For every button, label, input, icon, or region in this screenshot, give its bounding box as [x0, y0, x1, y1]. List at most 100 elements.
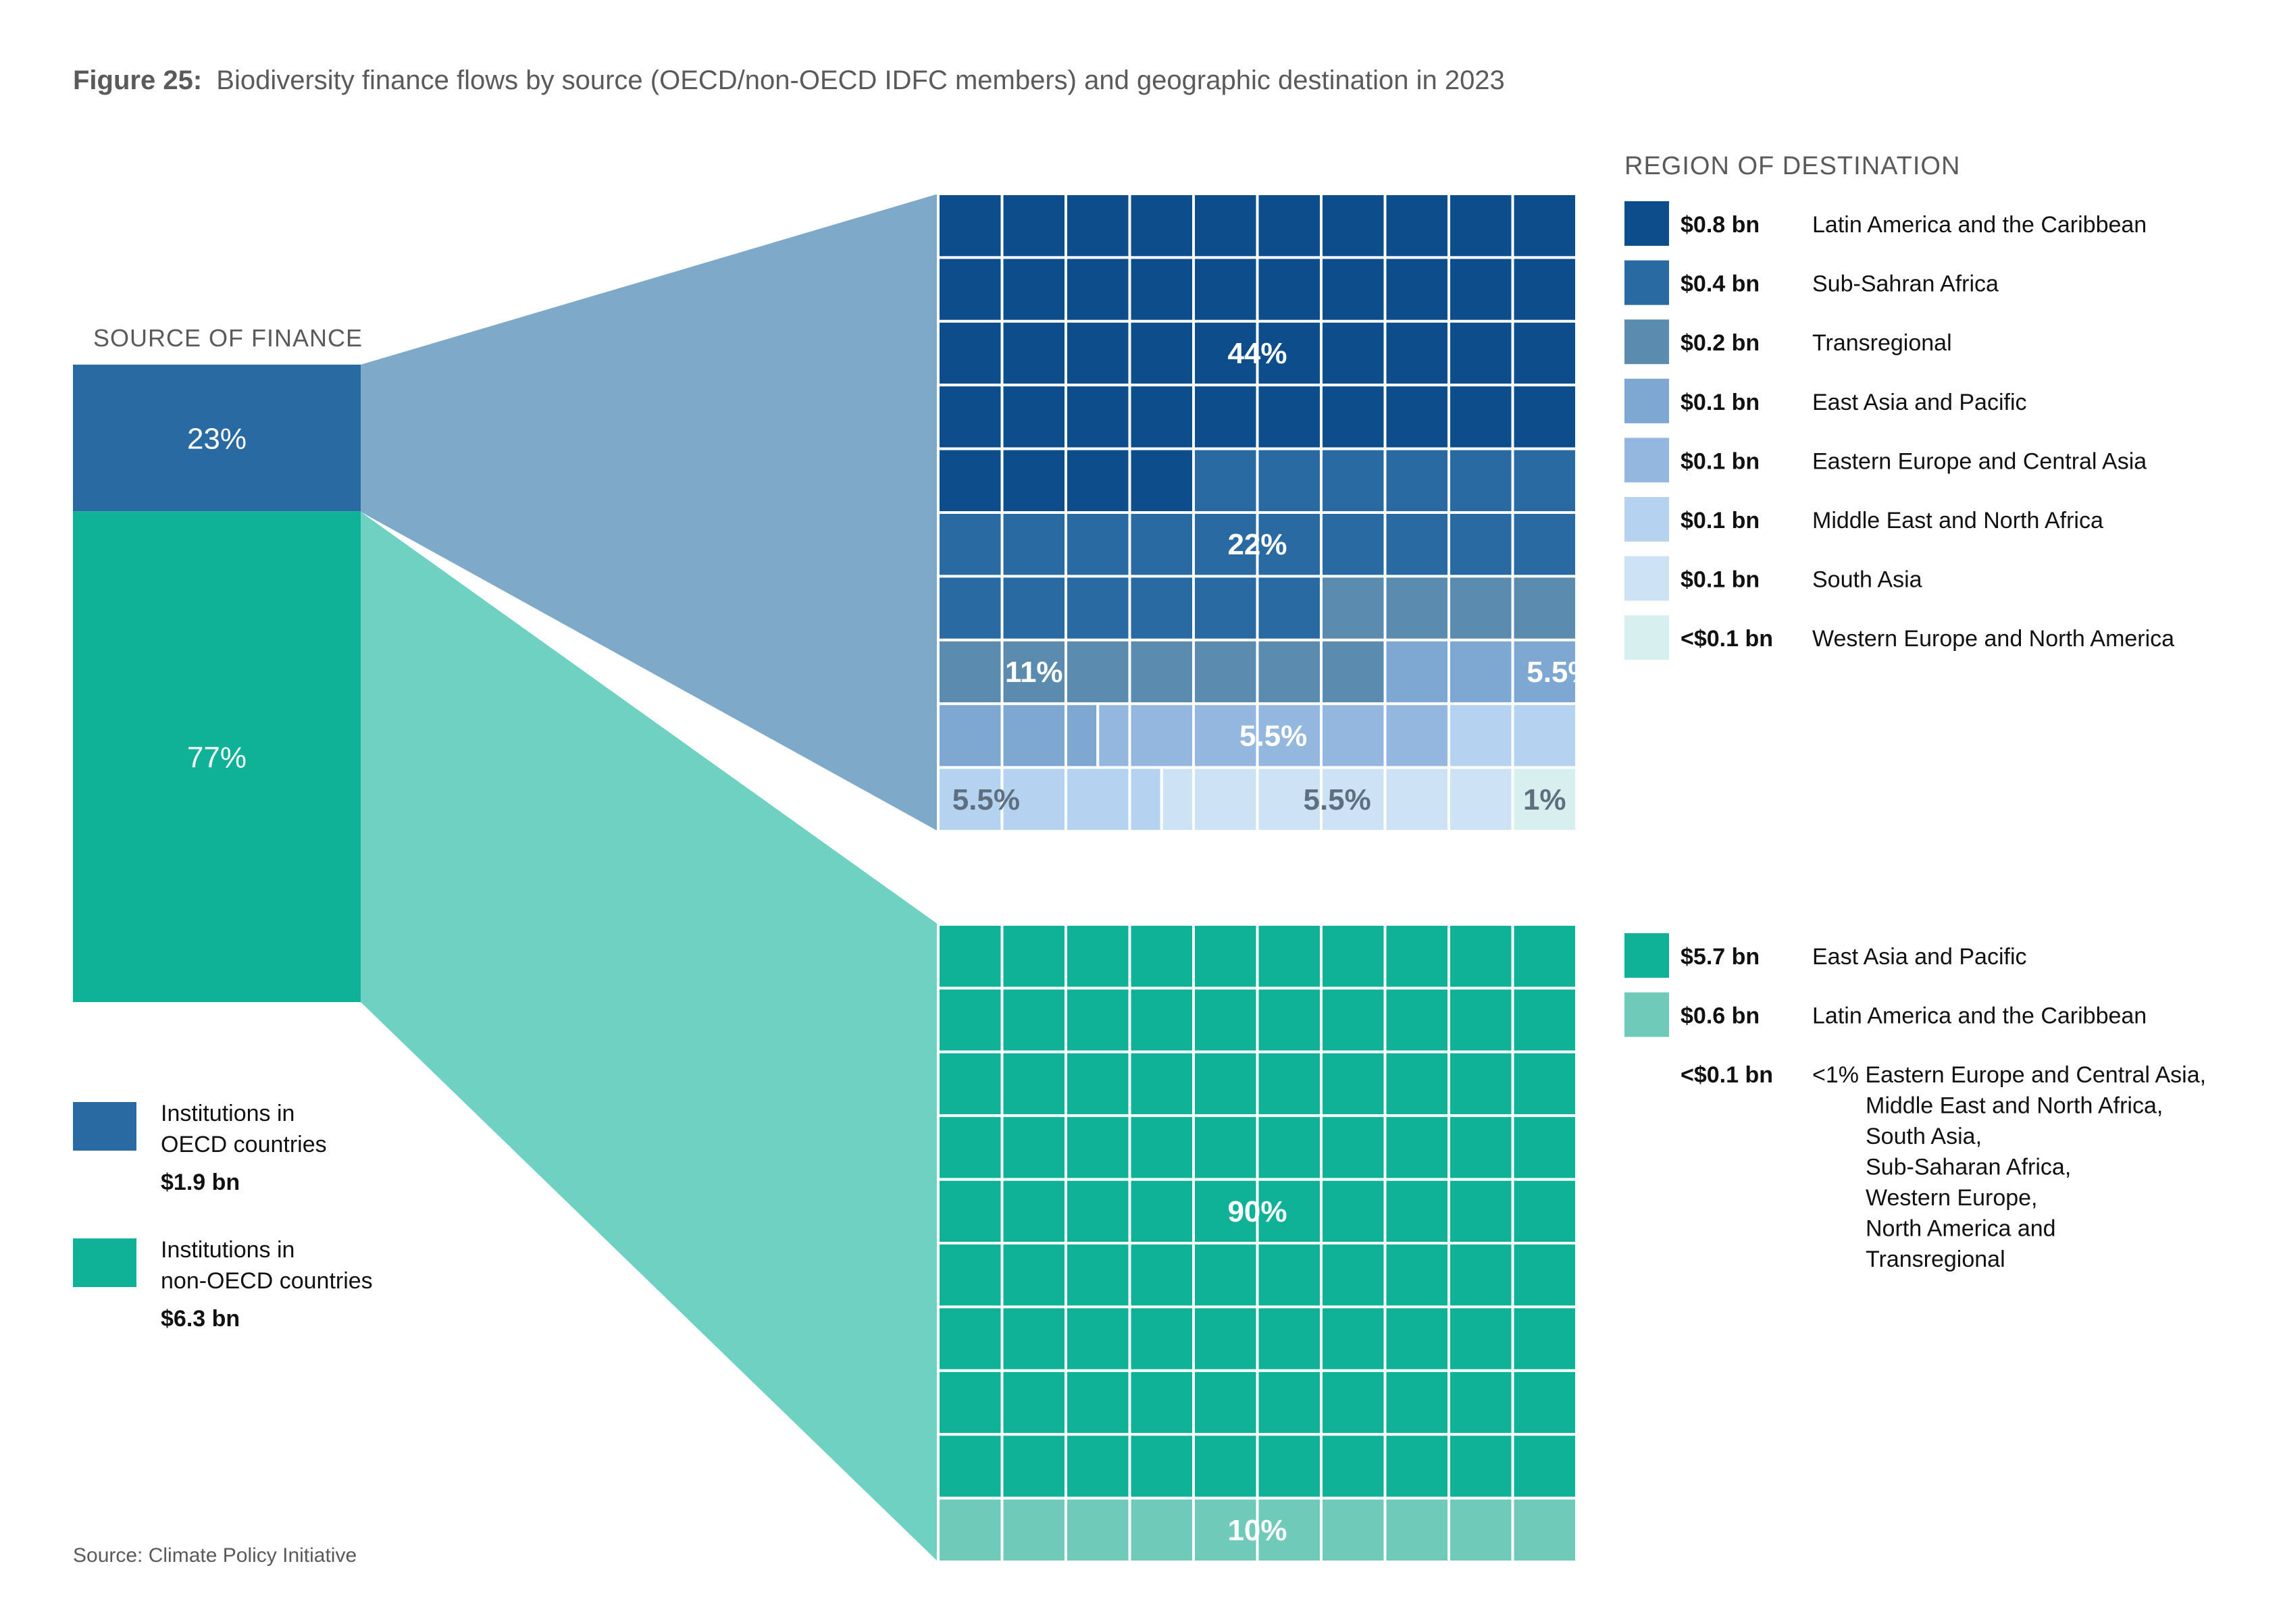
source-segment-label: 77%	[187, 741, 247, 775]
waffle-cell	[1192, 923, 1259, 990]
waffle-cell	[1128, 1114, 1195, 1181]
waffle-cell	[1383, 1433, 1450, 1500]
waffle-cell	[1447, 1114, 1514, 1181]
waffle-cell	[1320, 511, 1387, 578]
source-segment	[73, 365, 361, 512]
legend-amount: $5.7 bn	[1681, 944, 1760, 970]
waffle-cell	[1256, 1433, 1323, 1500]
waffle-cell	[1447, 575, 1514, 641]
waffle-cell	[1320, 766, 1387, 833]
waffle-cell	[1128, 702, 1195, 769]
waffle-cell	[1065, 1178, 1131, 1245]
waffle-cell	[1320, 638, 1387, 706]
waffle-label: 22%	[1227, 528, 1287, 561]
legend-swatch	[1624, 438, 1669, 483]
waffle-cell	[1065, 384, 1131, 450]
source-legend-value: $1.9 bn	[161, 1170, 240, 1195]
waffle-cell	[1000, 384, 1067, 450]
legend-swatch	[1624, 378, 1669, 423]
waffle-cell	[1511, 192, 1578, 259]
oecd-funnel	[361, 194, 938, 831]
waffle-cell	[1000, 1496, 1067, 1564]
waffle-cell	[1256, 384, 1323, 450]
waffle-cell	[1320, 256, 1387, 323]
waffle-cell	[1128, 1305, 1195, 1372]
figure-title: Figure 25: Biodiversity finance flows by…	[73, 66, 1505, 95]
waffle-cell	[1383, 1242, 1450, 1309]
waffle-cell	[937, 1114, 1004, 1181]
waffle-cell	[1128, 192, 1195, 259]
waffle-cell	[1447, 987, 1514, 1053]
non-oecd-waffle: 90% 10%	[937, 923, 1578, 1564]
oecd-waffle: 44% 22% 11% 5.5% 5.5% 5.5% 5.5% 1%	[937, 192, 1595, 833]
legend-amount: $0.6 bn	[1681, 1003, 1760, 1029]
waffle-cell	[1000, 638, 1067, 706]
waffle-cell	[1383, 1496, 1450, 1564]
waffle-cell	[1447, 766, 1514, 833]
source-legend-value: $6.3 bn	[161, 1306, 240, 1332]
waffle-cell	[1447, 923, 1514, 990]
waffle-cell	[937, 923, 1004, 990]
waffle-cell	[1000, 1178, 1067, 1245]
source-bar: 23% 77%	[73, 365, 361, 1002]
waffle-cell	[1256, 319, 1323, 387]
waffle-cell	[1000, 319, 1067, 387]
legend-region: Western Europe and North America	[1812, 626, 2174, 652]
waffle-cell	[1128, 384, 1195, 450]
waffle-cell	[1383, 1050, 1450, 1118]
waffle-label: 5.5%	[1303, 783, 1370, 816]
waffle-cell	[1096, 702, 1131, 769]
waffle-cell	[1256, 192, 1323, 259]
waffle-cell	[937, 1242, 1004, 1309]
source-heading: SOURCE OF FINANCE	[93, 324, 363, 352]
legend-other-amount: <$0.1 bn	[1681, 1062, 1773, 1088]
legend-region: Latin America and the Caribbean	[1812, 1003, 2147, 1029]
waffle-cell	[1447, 702, 1514, 769]
waffle-cell	[1383, 987, 1450, 1053]
waffle-cell	[1192, 192, 1259, 259]
waffle-cell	[1000, 256, 1067, 323]
waffle-cell	[1000, 1050, 1067, 1118]
waffle-cell	[1320, 575, 1387, 641]
waffle-cell	[1320, 1114, 1387, 1181]
legend-other-line: Sub-Saharan Africa,	[1866, 1155, 2071, 1180]
waffle-cell	[1256, 1305, 1323, 1372]
legend-amount: $0.1 bn	[1681, 567, 1760, 593]
waffle-cell	[1511, 256, 1578, 323]
waffle-cell	[1447, 638, 1514, 706]
legend-swatch	[1624, 992, 1669, 1037]
waffle-cell	[1447, 319, 1514, 387]
waffle-cell	[1065, 447, 1131, 514]
waffle-cell	[1192, 1050, 1259, 1118]
waffle-cell	[1511, 447, 1578, 514]
waffle-cell	[1192, 575, 1259, 641]
waffle-cell	[1192, 384, 1259, 450]
waffle-cell	[937, 638, 1004, 706]
waffle-cell	[937, 1050, 1004, 1118]
legend-amount: $0.2 bn	[1681, 330, 1760, 356]
waffle-cell	[1065, 575, 1131, 641]
waffle-cell	[1256, 256, 1323, 323]
waffle-cell	[1511, 702, 1578, 769]
waffle-cell	[1128, 447, 1195, 514]
waffle-cell	[1320, 319, 1387, 387]
waffle-cell	[1065, 319, 1131, 387]
waffle-cell	[1000, 1114, 1067, 1181]
legend-other-line: Transregional	[1866, 1247, 2005, 1272]
waffle-cell	[937, 1433, 1004, 1500]
source-legend-swatch	[73, 1102, 136, 1151]
waffle-cell	[1065, 766, 1131, 833]
waffle-cell	[937, 447, 1004, 514]
waffle-label: 90%	[1227, 1195, 1287, 1228]
waffle-cell	[937, 511, 1004, 578]
waffle-cell	[1192, 1369, 1259, 1436]
waffle-cell	[1383, 702, 1450, 769]
waffle-cell	[1000, 1369, 1067, 1436]
waffle-cell	[1511, 987, 1578, 1053]
waffle-cell	[1128, 1369, 1195, 1436]
legend-other-line: <1% Eastern Europe and Central Asia,	[1812, 1062, 2206, 1088]
legend-region: East Asia and Pacific	[1812, 390, 2027, 415]
waffle-cell	[1192, 447, 1259, 514]
legend-region: Latin America and the Caribbean	[1812, 212, 2147, 238]
waffle-cell	[1320, 987, 1387, 1053]
